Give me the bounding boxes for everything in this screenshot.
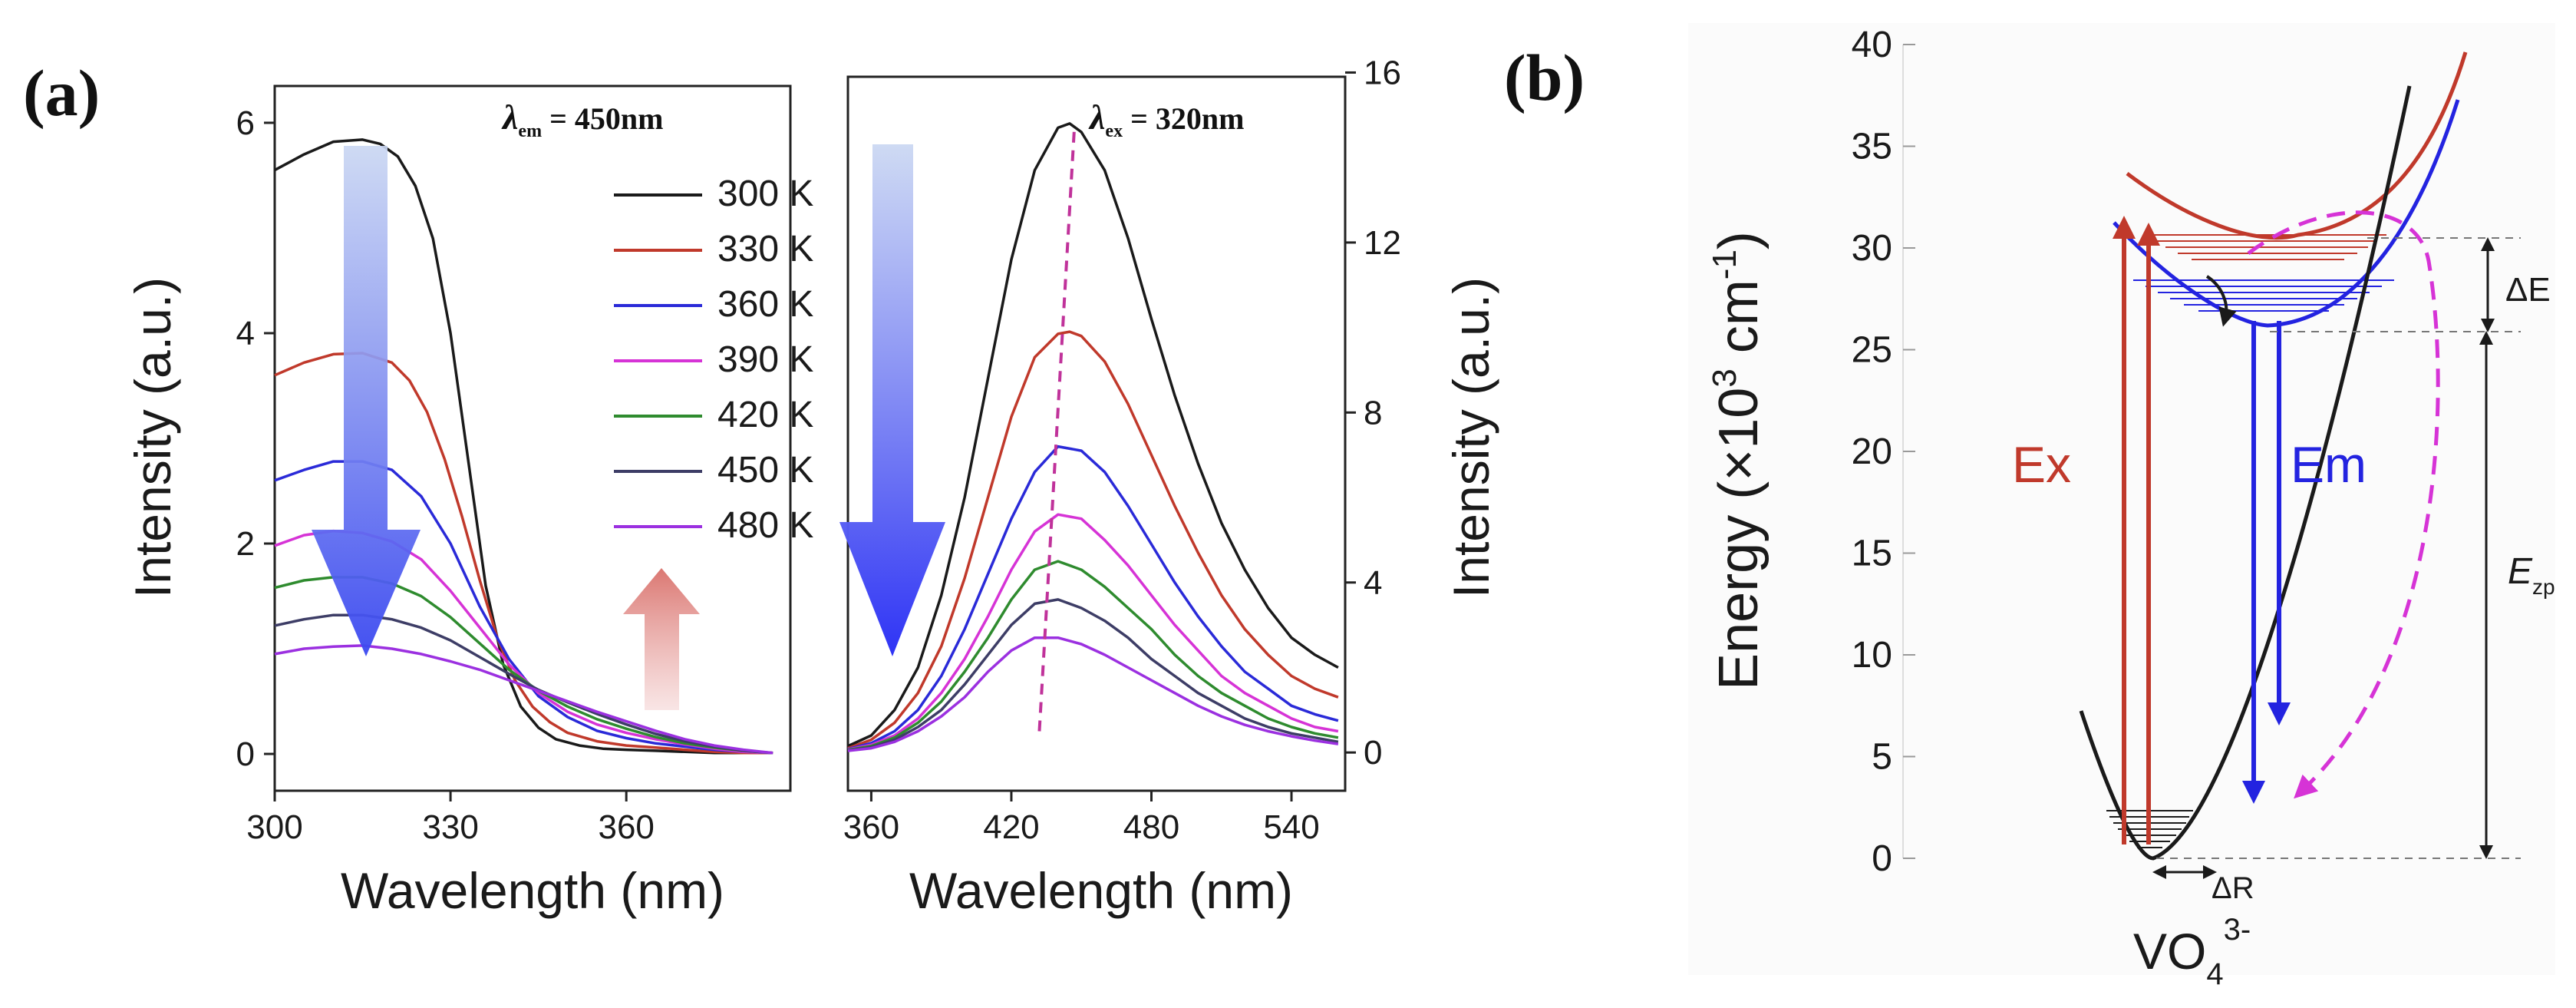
x-tick-label: 360 — [843, 808, 899, 846]
x-tick-label: 540 — [1263, 808, 1319, 846]
legend-label: 390 K — [717, 339, 813, 380]
series-line-390k — [847, 513, 1339, 752]
y-tick-label: 4 — [1364, 564, 1382, 602]
legend: 300 K 330 K 360 K 390 K 420 K 450 K 480 K — [614, 174, 813, 546]
x-tick-label: 330 — [422, 808, 478, 846]
decrease-arrow-a — [312, 146, 421, 656]
y-tick-label: 12 — [1364, 224, 1401, 262]
emission-plot-frame — [846, 75, 1347, 792]
species-label: VO43- — [2133, 913, 2251, 991]
y-tick-label: 0 — [1364, 734, 1382, 772]
y-tick-label: 6 — [236, 104, 255, 142]
legend-label: 300 K — [717, 174, 813, 214]
y-tick-label: 4 — [236, 315, 255, 352]
y-axis-title: Intensity (a.u.) — [1443, 277, 1499, 598]
legend-label: 420 K — [717, 395, 813, 435]
series-line-360k — [847, 445, 1339, 751]
delta-r-label: ΔR — [2212, 871, 2254, 905]
emission-label: Em — [2291, 436, 2367, 493]
series-line-450k — [274, 613, 773, 755]
energy-tick-label: 25 — [1852, 330, 1892, 371]
e-zp-label: Ezp — [2508, 551, 2555, 599]
legend-label: 480 K — [717, 505, 813, 546]
series-line-450k — [847, 598, 1339, 752]
relaxation-arrow — [2205, 275, 2237, 327]
energy-tick-label: 15 — [1852, 534, 1892, 574]
emission-annotation: λex = 320nm — [1088, 97, 1244, 141]
y-tick-label: 2 — [236, 525, 255, 563]
excitation-chart: 300 330 360 0 2 4 6 300 K 330 K 360 K 390 K 420 K 4… — [124, 84, 813, 919]
x-tick-label: 360 — [598, 808, 654, 846]
y-axis-title: Intensity (a.u.) — [124, 277, 181, 598]
y-axis-title: Energy (×103 cm-1) — [1706, 231, 1770, 690]
x-tick-label: 420 — [983, 808, 1039, 846]
x-axis-title: Wavelength (nm) — [909, 862, 1293, 919]
x-axis-title: Wavelength (nm) — [341, 862, 724, 919]
excited-blue-parabola — [2113, 99, 2460, 328]
legend-label: 450 K — [717, 450, 813, 491]
energy-tick-label: 0 — [1872, 838, 1892, 879]
y-tick-label: 0 — [236, 735, 255, 773]
panel-a-label: (a) — [23, 56, 100, 130]
peak-shift-line — [1037, 127, 1077, 732]
thermal-crossover-arrow — [2247, 210, 2440, 799]
energy-tick-label: 30 — [1852, 228, 1892, 269]
series-line-300k — [847, 122, 1339, 748]
excitation-annotation: λem = 450nm — [501, 97, 663, 141]
legend-label: 330 K — [717, 229, 813, 269]
energy-tick-label: 20 — [1852, 431, 1892, 472]
energy-tick-label: 35 — [1852, 127, 1892, 167]
x-tick-label: 300 — [246, 808, 302, 846]
x-tick-label: 480 — [1123, 808, 1179, 846]
y-tick-label: 16 — [1364, 54, 1401, 91]
upper-red-parabola — [2126, 51, 2468, 240]
increase-arrow-a — [623, 568, 700, 710]
series-line-420k — [847, 560, 1339, 752]
energy-tick-label: 5 — [1872, 737, 1892, 778]
decrease-arrow-b — [839, 144, 945, 656]
legend-label: 360 K — [717, 284, 813, 325]
delta-e-label: ΔE — [2505, 271, 2551, 309]
y-tick-label: 8 — [1364, 394, 1382, 431]
energy-tick-label: 40 — [1852, 25, 1892, 65]
energy-diagram: 0 5 10 15 20 25 30 35 40 Energy (×103 cm-1) — [1688, 23, 2555, 991]
excitation-plot-frame — [273, 84, 792, 792]
series-line-480k — [274, 644, 773, 755]
series-line-330k — [847, 330, 1339, 750]
ground-parabola — [2079, 85, 2412, 861]
panel-b-label: (b) — [1504, 41, 1585, 114]
emission-chart: 360 420 480 540 0 4 8 12 16 λex = 320nm Intensit… — [839, 54, 1499, 919]
excitation-label: Ex — [2012, 436, 2071, 493]
series-line-480k — [847, 636, 1339, 752]
upper-vibrational-levels — [2145, 234, 2386, 260]
energy-tick-label: 10 — [1852, 635, 1892, 676]
